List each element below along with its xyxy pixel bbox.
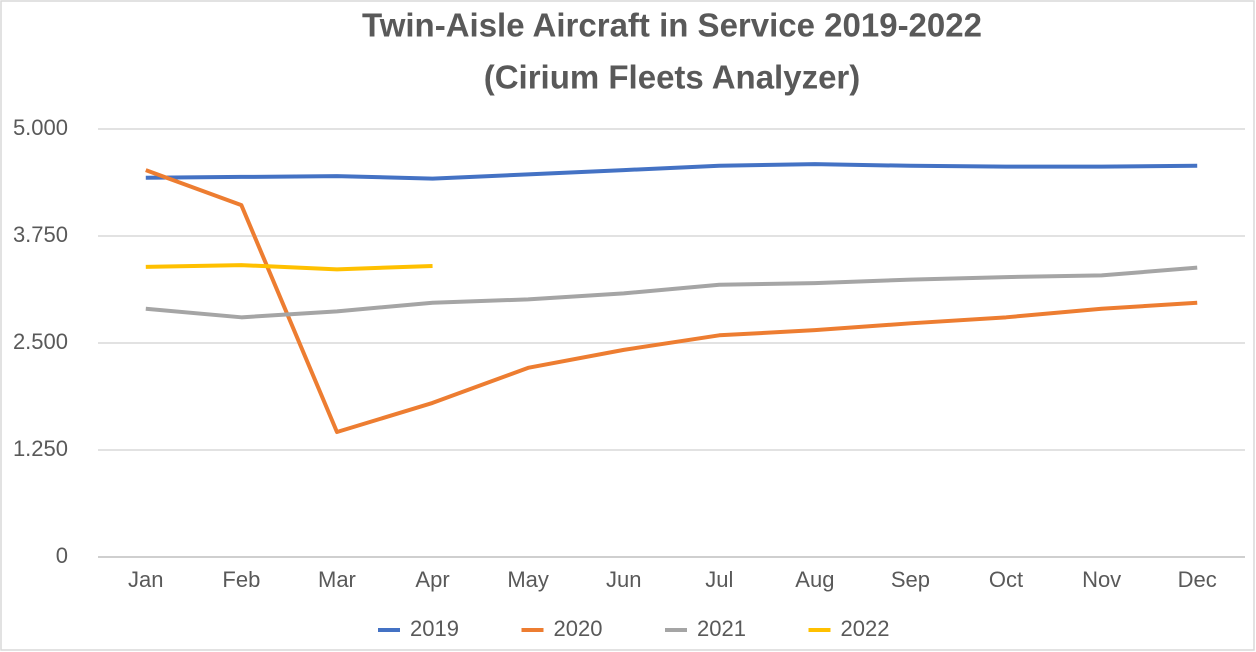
x-tick-label: May — [507, 567, 549, 592]
series-line — [145, 263, 433, 272]
chart-title: Twin-Aisle Aircraft in Service 2019-2022 — [362, 7, 982, 44]
legend-label: 2020 — [554, 616, 603, 641]
chart-subtitle: (Cirium Fleets Analyzer) — [484, 59, 861, 96]
x-tick-label: Mar — [318, 567, 356, 592]
y-tick-label: 2.500 — [13, 329, 68, 354]
x-tick-label: Dec — [1178, 567, 1217, 592]
x-tick-label: Jun — [606, 567, 641, 592]
x-tick-label: Apr — [415, 567, 449, 592]
series-line — [145, 162, 1198, 181]
legend-label: 2021 — [697, 616, 746, 641]
x-tick-label: Jan — [128, 567, 163, 592]
y-tick-label: 0 — [56, 543, 68, 568]
x-tick-label: Nov — [1082, 567, 1121, 592]
x-tick-label: Jul — [705, 567, 733, 592]
legend-label: 2019 — [410, 616, 459, 641]
y-tick-label: 3.750 — [13, 222, 68, 247]
series-line — [145, 265, 1198, 320]
y-tick-label: 5.000 — [13, 115, 68, 140]
x-tick-label: Sep — [891, 567, 930, 592]
y-tick-label: 1.250 — [13, 436, 68, 461]
legend-label: 2022 — [841, 616, 890, 641]
x-tick-label: Aug — [795, 567, 834, 592]
x-tick-label: Feb — [222, 567, 260, 592]
x-tick-label: Oct — [989, 567, 1023, 592]
series-line — [145, 168, 1198, 435]
